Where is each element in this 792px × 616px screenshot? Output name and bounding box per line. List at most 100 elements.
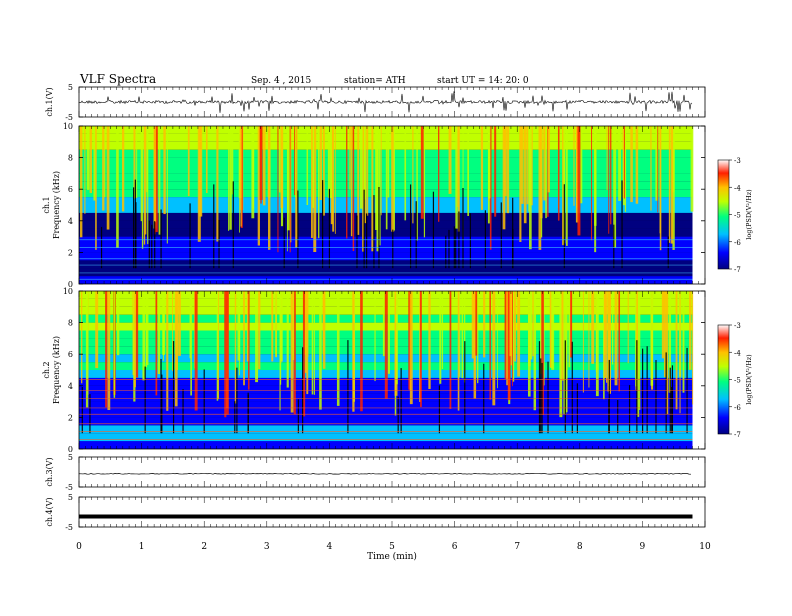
ch1-spectrogram-band [79,205,693,213]
ch1-spectrogram-band [79,165,693,174]
ch1-spectrogram-band [79,268,693,277]
ch1-spectrogram-sferic [287,126,291,231]
ch1-spectrogram-sferic [319,126,323,201]
ch2-spectrogram-sferic [529,291,533,360]
ch1-waveform-trace [78,91,693,113]
ch1-spectrogram-dark-streak [366,213,368,269]
ch1-spectrogram-dark-streak [297,190,299,269]
ch1-spectrogram-dark-streak [667,236,669,269]
ch1-spectrogram-dark-streak [621,180,623,269]
ch2-spectrogram-sferic [507,291,511,401]
ch2-spectrogram-ytick-label: 0 [68,445,73,454]
ch2-spectrogram-sferic [420,291,422,408]
ch1-spectrogram-dark-streak [132,187,135,269]
ch1-spectrogram-band [79,212,693,221]
ch1-spectrogram-colorbar-tick-label: -5 [734,212,741,220]
ch1-spectrogram-dark-streak [148,220,150,269]
ch4-waveform-ytick-label: -5 [65,523,73,532]
ch2-spectrogram-sferic [226,291,229,415]
ch1-spectrogram-colorbar-tick-label: -4 [734,184,741,192]
ch2-spectrogram-sferic [286,291,289,388]
ch2-spectrogram-sferic [661,291,665,359]
ch1-spectrogram-sferic [467,126,470,216]
ch2-spectrogram-dark-streak [161,374,163,434]
ch2-spectrogram-sferic [541,291,544,416]
x-tick-label: 8 [577,542,583,552]
ch2-spectrogram-sferic [374,291,376,382]
ch2-spectrogram-sferic [189,291,191,359]
ch2-spectrogram-sferic [475,291,478,356]
ch1-spectrogram-sferic [565,126,568,246]
ch2-spectrogram-dark-streak [646,346,648,434]
ch1-spectrogram-band [79,157,693,166]
ch2-spectrogram-dark-streak [347,340,349,434]
ch1-spectrogram-sferic [672,126,675,193]
ch1-spectrogram-sferic [618,126,621,201]
ch1-spectrogram-sferic [334,126,336,234]
ch2-spectrogram-sferic [155,291,158,396]
x-tick-label: 10 [699,542,711,552]
ch2-spectrogram-sferic [322,291,326,369]
ch1-spectrogram-sferic [543,126,546,201]
ch1-spectrogram-dark-streak [409,184,412,269]
ch2-spectrogram-dark-streak [541,362,543,434]
ch2-spectrogram-sferic [665,291,669,415]
ch1-spectrogram-sferic [379,126,381,246]
x-tick-label: 2 [201,542,207,552]
ch1-spectrogram-band [79,173,693,182]
ch2-spectrogram-sferic [588,291,590,388]
ch1-spectrogram-sferic [591,126,593,241]
ch2-spectrogram-sferic [650,291,654,386]
ch2-spectrogram-sferic [145,291,148,368]
ch1-spectrogram-sferic [630,126,633,203]
ch1-spectrogram-sferic [278,126,281,193]
ch4-waveform-ylabel: ch.4(V) [45,497,54,526]
ch2-spectrogram-sferic [504,291,507,380]
ch2-spectrogram-sferic [176,291,178,371]
ch1-spectrogram-sferic [529,126,532,250]
x-tick-label: 7 [514,542,520,552]
ch1-spectrogram-dark-streak [373,195,375,269]
ch1-spectrogram-sferic [86,126,90,190]
ch2-spectrogram-colorbar-tick-label: -7 [734,431,741,439]
waveform-layer [78,91,693,519]
ch2-spectrogram-sferic [506,291,510,386]
ch1-spectrogram-band [79,141,693,150]
ch2-spectrogram-sferic [157,291,161,375]
ch1-spectrogram-sferic [520,126,524,204]
ch1-spectrogram-sferic [199,126,203,217]
ch2-spectrogram-sferic [533,291,537,411]
ch2-spectrogram-dark-streak [203,369,205,434]
ch1-spectrogram-sferic [690,126,694,212]
ch1-spectrogram-colorbar-tick-label: -7 [734,266,741,274]
ch1-spectrogram-sferic [187,126,190,197]
ch2-spectrogram-sferic [489,291,491,400]
ch1-spectrogram-sferic [573,126,575,206]
ch1-spectrogram-sferic [387,126,390,198]
ch1-spectrogram-sferic [610,126,612,225]
ch1-spectrogram-sferic [438,126,440,222]
ch1-spectrogram-dark-streak [151,224,153,269]
ch2-spectrogram-sferic [559,291,563,418]
ch2-spectrogram-sferic [162,291,166,355]
ch1-spectrogram-sferic [523,126,527,224]
ch1-spectrogram-sferic [268,126,271,250]
ch1-spectrogram-sferic [462,126,464,241]
ch1-spectrogram-band [79,133,693,142]
ch1-spectrogram-band [79,126,693,134]
ch1-spectrogram-sferic [606,126,608,191]
ch2-spectrogram-sferic [81,291,83,384]
ch1-spectrogram-sferic [635,126,639,204]
ch1-spectrogram-sferic [670,126,674,244]
header-date: Sep. 4 , 2015 [251,76,312,86]
ch1-spectrogram-sferic [608,126,610,234]
ch1-spectrogram-dark-streak [213,184,215,269]
ch2-spectrogram-sferic [255,291,259,383]
ch2-spectrogram-band [79,433,693,442]
ch2-spectrogram-sferic [668,291,672,393]
ch1-spectrogram-sferic [332,126,335,232]
x-tick-label: 4 [327,542,333,552]
ch1-spectrogram-sferic [295,126,296,198]
ch1-spectrogram-ylabel: Frequency (kHz) [52,171,61,239]
ch1-spectrogram-sferic [362,126,365,252]
